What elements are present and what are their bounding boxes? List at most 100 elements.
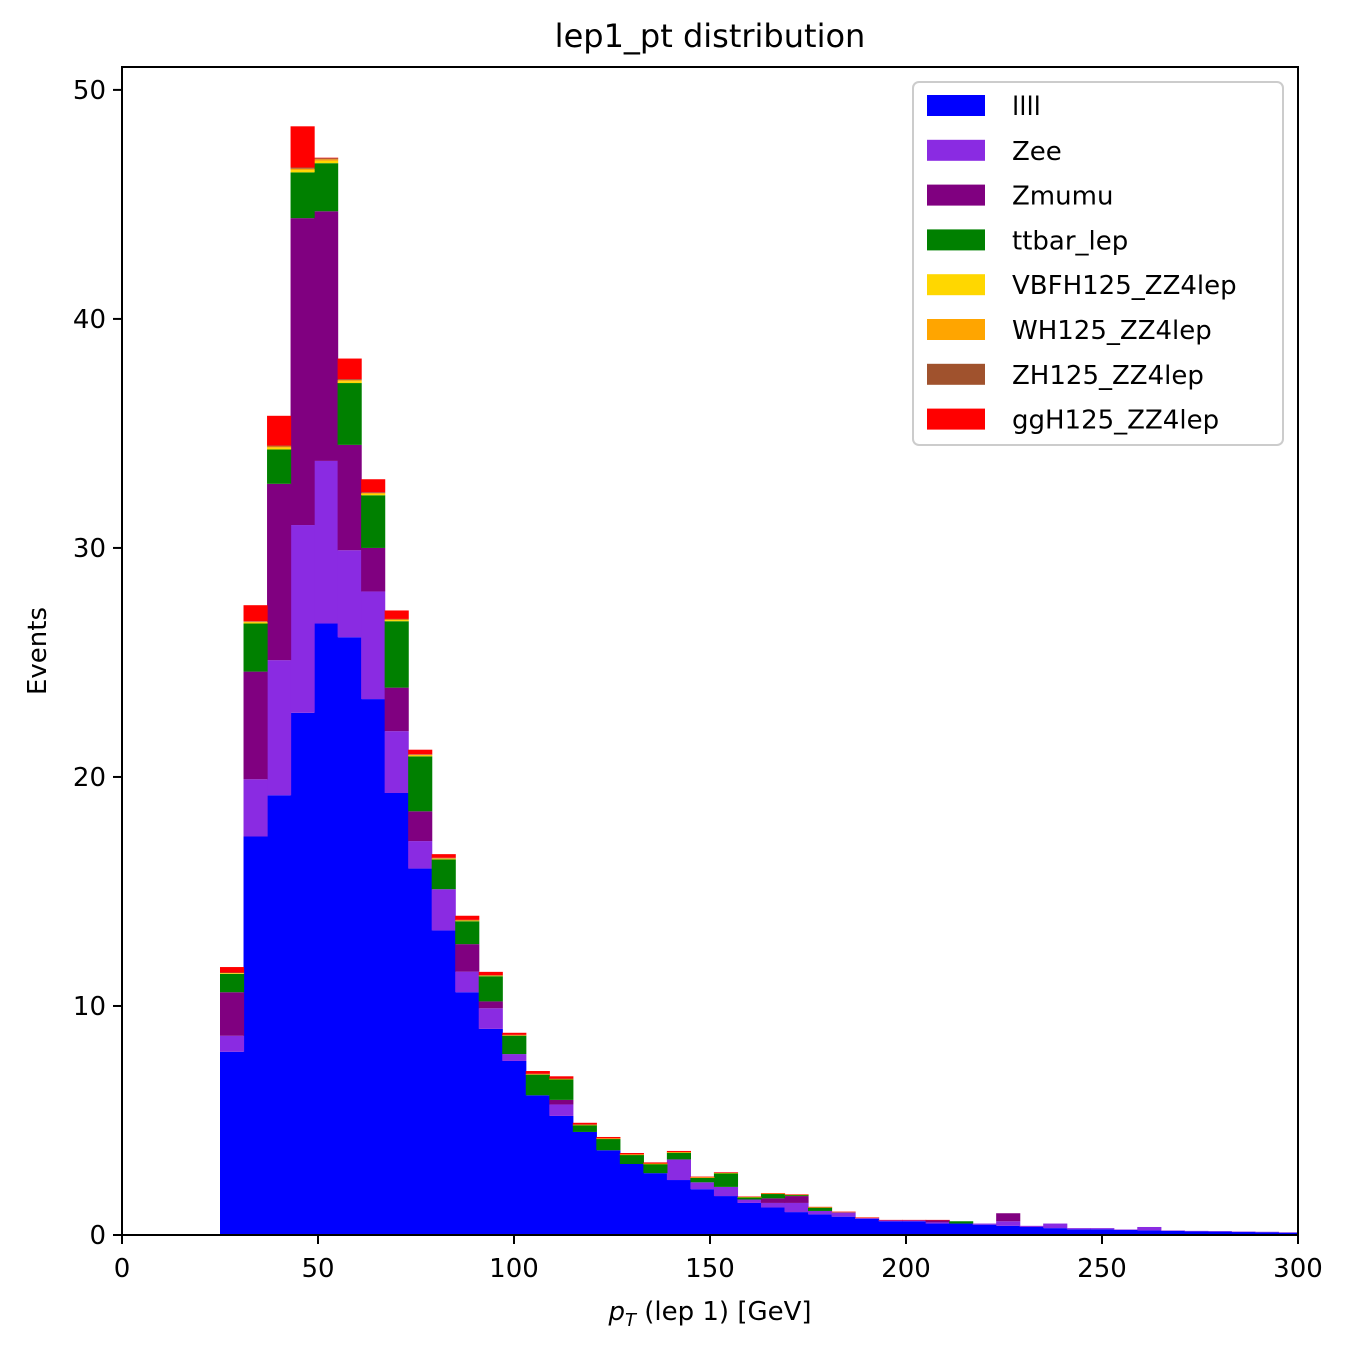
bar-llll-45 (1278, 1232, 1299, 1235)
x-axis-label-subscript: T (625, 1310, 638, 1331)
bar-llll-8 (408, 868, 433, 1235)
bar-ZH125_ZZ4lep-11 (478, 975, 503, 976)
x-tick-label: 150 (685, 1254, 735, 1284)
bar-ggH125_ZZ4lep-23 (760, 1193, 786, 1194)
bar-WH125_ZZ4lep-8 (408, 754, 433, 756)
chart-title: lep1_pt distribution (555, 17, 866, 55)
legend-swatch-ggH125_ZZ4lep (927, 408, 985, 430)
bar-Zee-27 (855, 1217, 880, 1219)
bar-llll-26 (831, 1216, 856, 1235)
legend-label-Zee: Zee (1012, 137, 1062, 167)
bar-Zee-22 (737, 1199, 762, 1203)
bar-ttbar_lep-6 (361, 495, 386, 548)
y-tick-label: 50 (73, 76, 106, 106)
x-axis-ticks: 0 50 100 150 200 250 300 (114, 1235, 1323, 1284)
x-tick-label: 300 (1273, 1254, 1323, 1284)
bar-llll-30 (925, 1223, 950, 1235)
bar-llll-7 (384, 792, 409, 1235)
bar-Zee-41 (1184, 1230, 1209, 1232)
legend-swatch-WH125_ZZ4lep (927, 319, 985, 340)
series-ttbar_lep (220, 163, 974, 1224)
legend-label-VBFH125_ZZ4lep: VBFH125_ZZ4lep (1012, 271, 1237, 301)
bar-ggH125_ZZ4lep-5 (337, 358, 362, 380)
bar-ttbar_lep-21 (713, 1173, 739, 1187)
bar-llll-36 (1066, 1229, 1091, 1235)
bar-ggH125_ZZ4lep-24 (784, 1194, 809, 1195)
bar-Zee-0 (220, 1035, 245, 1052)
bar-Zee-24 (784, 1202, 809, 1213)
bar-ttbar_lep-4 (314, 163, 339, 212)
bar-Zmumu-8 (408, 811, 433, 842)
bar-ttbar_lep-3 (290, 172, 315, 219)
bar-llll-37 (1090, 1229, 1115, 1235)
bar-llll-0 (220, 1051, 245, 1235)
bar-llll-28 (878, 1221, 903, 1235)
bar-llll-39 (1137, 1230, 1162, 1235)
y-tick-label: 0 (89, 1221, 106, 1251)
bar-Zee-45 (1278, 1232, 1299, 1233)
bar-llll-3 (290, 712, 315, 1235)
bar-ttbar_lep-23 (760, 1193, 786, 1199)
legend-label-ttbar_lep: ttbar_lep (1012, 226, 1128, 256)
x-tick-label: 50 (301, 1254, 334, 1284)
y-tick-label: 30 (73, 534, 106, 564)
x-tick-label: 250 (1077, 1254, 1127, 1284)
bar-ZH125_ZZ4lep-7 (384, 618, 409, 620)
bar-ZH125_ZZ4lep-10 (455, 919, 480, 921)
bar-ZH125_ZZ4lep-13 (525, 1073, 550, 1075)
bar-ttbar_lep-12 (502, 1035, 527, 1055)
bar-Zee-11 (478, 1008, 503, 1029)
bar-ggH125_ZZ4lep-29 (902, 1219, 927, 1221)
bar-ggH125_ZZ4lep-14 (549, 1076, 574, 1079)
bar-ggH125_ZZ4lep-12 (502, 1032, 527, 1035)
bar-Zee-14 (549, 1104, 574, 1116)
bar-ttbar_lep-14 (549, 1079, 574, 1100)
bar-ggH125_ZZ4lep-13 (525, 1071, 550, 1074)
bar-VBFH125_ZZ4lep-6 (361, 493, 386, 496)
bar-Zee-1 (243, 779, 268, 837)
bar-ZH125_ZZ4lep-15 (572, 1124, 597, 1125)
bars-layer (220, 126, 1299, 1235)
bar-llll-43 (1231, 1232, 1256, 1235)
bar-WH125_ZZ4lep-7 (384, 619, 409, 621)
bar-llll-11 (478, 1028, 503, 1235)
bar-llll-35 (1043, 1228, 1068, 1235)
legend: llll Zee Zmumu ttbar_lep VBFH125_ZZ4lep WH125… (912, 81, 1284, 446)
bar-Zmumu-3 (290, 218, 315, 526)
bar-ggH125_ZZ4lep-11 (478, 971, 503, 976)
bar-Zee-42 (1207, 1231, 1232, 1232)
legend-swatch-ZH125_ZZ4lep (927, 363, 985, 385)
bar-ZH125_ZZ4lep-8 (408, 754, 433, 755)
y-tick-label: 20 (73, 763, 106, 793)
bar-ggH125_ZZ4lep-30 (925, 1219, 950, 1221)
bar-Zmumu-33 (996, 1213, 1021, 1222)
bar-VBFH125_ZZ4lep-11 (478, 975, 503, 977)
bar-ttbar_lep-1 (243, 623, 268, 672)
bar-Zmumu-14 (549, 1099, 574, 1105)
bar-Zee-19 (666, 1159, 691, 1181)
bar-ggH125_ZZ4lep-20 (690, 1176, 715, 1178)
bar-WH125_ZZ4lep-3 (290, 168, 315, 171)
y-axis-label: Events (23, 607, 53, 695)
legend-label-Zmumu: Zmumu (1012, 182, 1113, 212)
bar-Zee-26 (831, 1212, 856, 1217)
bar-Zmumu-5 (337, 444, 362, 551)
bar-Zee-30 (925, 1222, 950, 1224)
bar-ZH125_ZZ4lep-9 (431, 857, 456, 859)
bar-ttbar_lep-0 (220, 973, 245, 993)
bar-llll-17 (619, 1164, 644, 1235)
bar-ggH125_ZZ4lep-15 (572, 1122, 597, 1125)
bar-Zee-23 (760, 1202, 786, 1208)
bar-Zee-40 (1160, 1230, 1185, 1231)
bar-Zee-38 (1113, 1229, 1138, 1231)
bar-Zee-33 (996, 1221, 1021, 1226)
bar-WH125_ZZ4lep-6 (361, 492, 386, 494)
bar-ggH125_ZZ4lep-17 (619, 1153, 644, 1155)
bar-ggH125_ZZ4lep-2 (267, 415, 292, 446)
bar-VBFH125_ZZ4lep-5 (337, 381, 362, 384)
bar-WH125_ZZ4lep-1 (243, 621, 268, 623)
bar-ggH125_ZZ4lep-25 (808, 1206, 833, 1208)
bar-llll-27 (855, 1218, 880, 1235)
bar-llll-22 (737, 1202, 762, 1235)
